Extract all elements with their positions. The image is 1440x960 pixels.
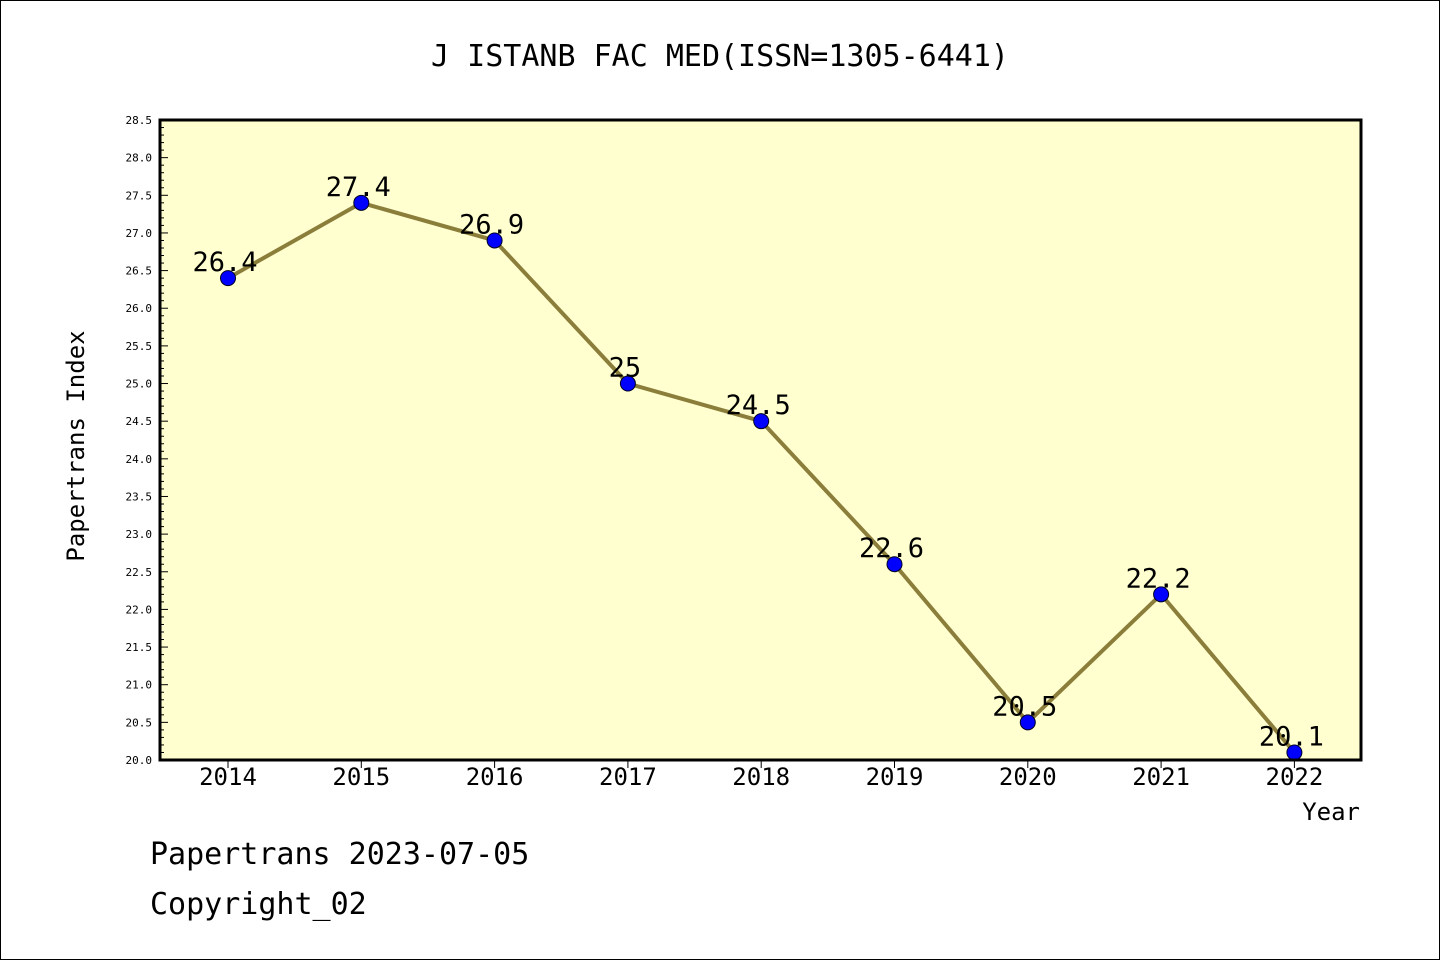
data-point — [1153, 586, 1170, 603]
data-label: 26.4 — [192, 247, 257, 278]
data-point — [1019, 714, 1036, 731]
y-tick-label: 28.5 — [126, 114, 153, 127]
y-tick-label: 24.5 — [126, 415, 153, 428]
y-tick-label: 22.0 — [126, 603, 153, 616]
x-tick-label: 2020 — [999, 763, 1057, 791]
series-markers — [220, 194, 1303, 761]
x-tick-label: 2016 — [466, 763, 524, 791]
data-label: 26.9 — [459, 209, 524, 240]
x-tick-label: 2019 — [866, 763, 924, 791]
chart-title: J ISTANB FAC MED(ISSN=1305-6441) — [431, 39, 1009, 74]
y-tick-label: 23.5 — [126, 490, 153, 503]
y-axis-label: Papertrans Index — [62, 330, 90, 561]
data-label: 24.5 — [726, 390, 791, 421]
data-label: 22.2 — [1126, 563, 1191, 594]
y-axis-ticks: 20.0 20.5 21.0 21.5 22.0 22.5 23.0 23.5 24.0 24.5… — [126, 114, 168, 767]
y-tick-label: 25.5 — [126, 340, 153, 353]
data-labels: 26.4 27.4 26.9 25 24.5 22.6 20.5 22.2 20.1 — [192, 172, 1323, 753]
data-label: 20.1 — [1259, 721, 1324, 752]
y-tick-label: 21.5 — [126, 641, 153, 654]
y-tick-label: 23.0 — [126, 528, 153, 541]
data-point — [486, 232, 503, 249]
x-axis-ticks: 2014 2015 2016 2017 2018 2019 2020 2021 2022 — [199, 760, 1323, 791]
data-point — [619, 375, 636, 392]
plot-border — [158, 118, 1363, 762]
y-tick-label: 28.0 — [126, 152, 153, 165]
x-tick-label: 2015 — [332, 763, 390, 791]
y-tick-label: 24.0 — [126, 453, 153, 466]
data-label: 20.5 — [992, 691, 1057, 722]
x-tick-label: 2014 — [199, 763, 257, 791]
data-point — [753, 413, 770, 430]
x-tick-label: 2018 — [732, 763, 790, 791]
footer-date: Papertrans 2023-07-05 — [150, 837, 529, 872]
footer-copyright: Copyright_02 — [150, 887, 367, 922]
x-tick-label: 2017 — [599, 763, 657, 791]
y-tick-label: 25.0 — [126, 378, 153, 391]
plot-area — [160, 120, 1361, 760]
x-tick-label: 2021 — [1132, 763, 1190, 791]
data-label: 27.4 — [326, 172, 391, 203]
x-tick-label: 2022 — [1266, 763, 1324, 791]
data-point — [220, 270, 236, 287]
y-tick-label: 22.5 — [126, 566, 153, 579]
data-label: 25 — [609, 353, 642, 384]
y-tick-label: 26.5 — [126, 265, 153, 278]
data-point — [886, 556, 903, 573]
data-point — [353, 194, 370, 211]
y-tick-label: 20.0 — [126, 754, 153, 767]
y-tick-label: 27.5 — [126, 189, 153, 202]
x-axis-label: Year — [1302, 798, 1360, 826]
data-label: 22.6 — [859, 533, 924, 564]
y-tick-label: 21.0 — [126, 679, 153, 692]
y-tick-label: 27.0 — [126, 227, 153, 240]
y-tick-label: 26.0 — [126, 302, 153, 315]
y-tick-label: 20.5 — [126, 716, 153, 729]
